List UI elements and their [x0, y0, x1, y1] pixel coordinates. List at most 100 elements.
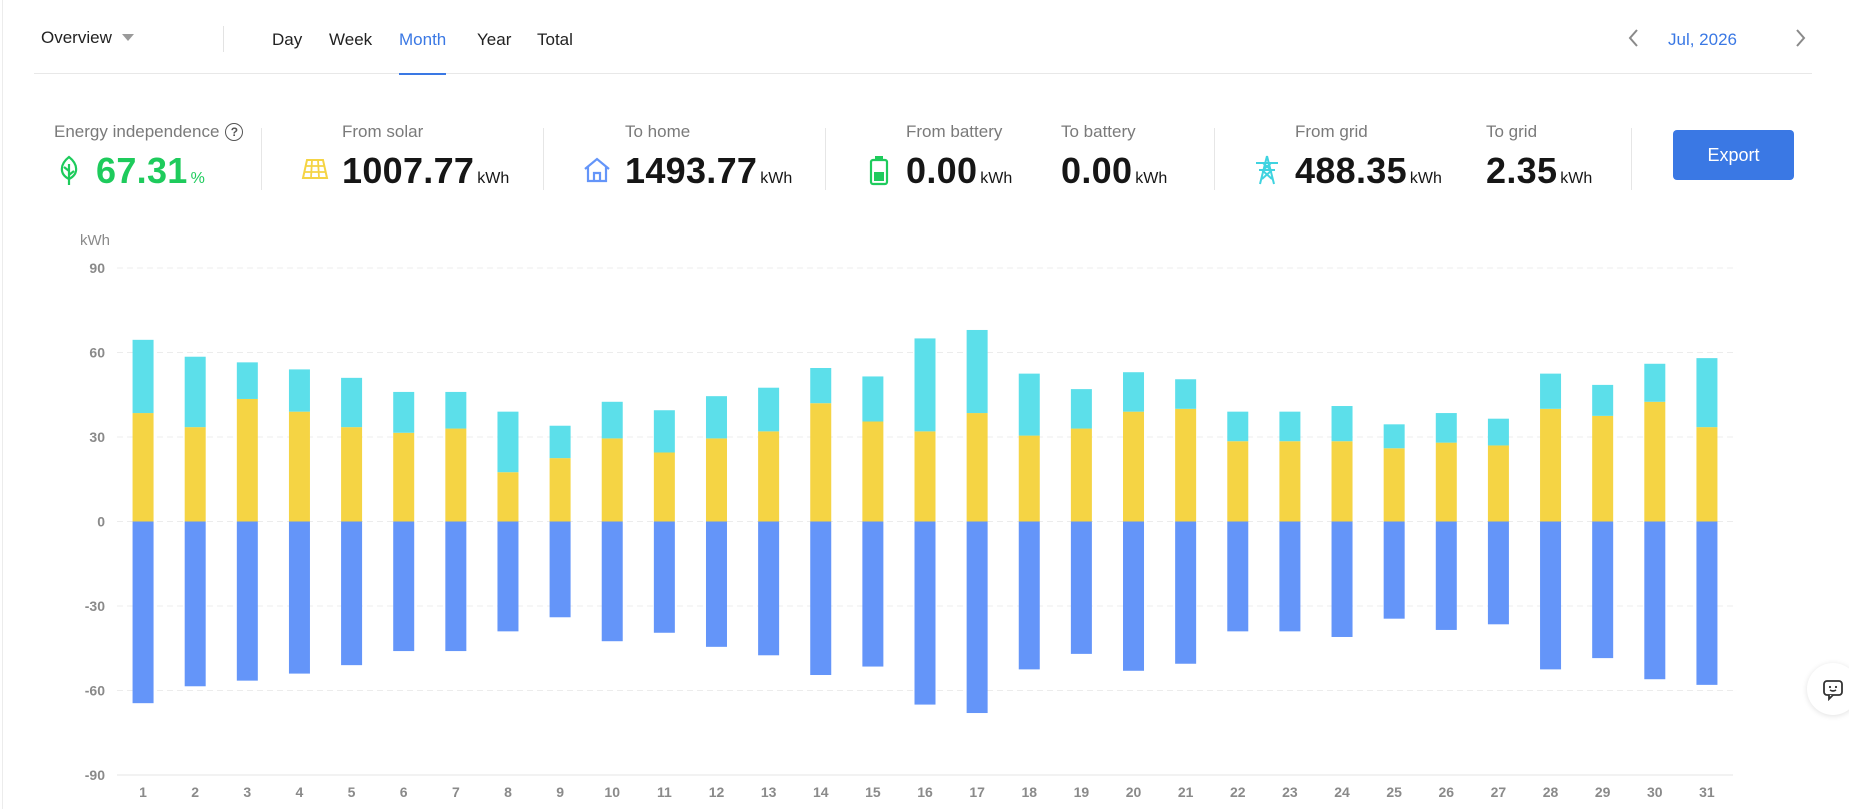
bar-segment-s0-13 [758, 431, 780, 522]
left-divider [2, 0, 3, 809]
stat-value: 67.31 [96, 150, 188, 191]
stat-to-home: To home [625, 122, 690, 142]
stat-independence-value: 67.31 % [96, 150, 205, 192]
y-tick-label: 0 [97, 514, 105, 530]
stat-from-battery-value: 0.00 kWh [906, 150, 1012, 192]
stat-unit: kWh [760, 170, 793, 187]
bar-segment-s2-15 [862, 521, 884, 667]
stat-label: To home [625, 122, 691, 141]
bar-segment-s1-15 [862, 376, 884, 422]
bar-segment-s1-6 [393, 391, 415, 433]
x-tick-label: 9 [556, 784, 564, 800]
bar-segment-s2-14 [810, 521, 832, 676]
bar-segment-s1-31 [1696, 358, 1718, 428]
overview-dropdown[interactable]: Overview [41, 28, 134, 48]
x-tick-label: 8 [504, 784, 512, 800]
bar-segment-s0-25 [1383, 448, 1405, 522]
bar-segment-s1-22 [1227, 411, 1249, 442]
tab-day[interactable]: Day [272, 0, 302, 74]
bar-segment-s0-21 [1175, 408, 1197, 522]
bar-segment-s2-6 [393, 521, 415, 652]
bar-segment-s2-5 [341, 521, 363, 666]
bar-segment-s1-29 [1592, 384, 1614, 416]
tab-month-label: Month [399, 30, 447, 49]
x-tick-label: 24 [1334, 784, 1350, 800]
bar-segment-s1-26 [1435, 413, 1457, 443]
overview-dropdown-label: Overview [41, 28, 112, 47]
bar-segment-s1-28 [1540, 373, 1562, 409]
stat-unit: kWh [1560, 170, 1593, 187]
question-mark-icon[interactable]: ? [225, 123, 244, 141]
bar-segment-s1-24 [1331, 406, 1353, 442]
tab-week-label: Week [329, 30, 373, 49]
energy-chart: kWh 90 60 30 0 -30 -60 -90 1 2 3 4 5 6 7 8 9 10 11 12 13 14 15… [0, 225, 1849, 809]
bar-segment-s2-22 [1227, 521, 1249, 632]
stat-unit: % [190, 170, 205, 187]
bar-segment-s1-8 [497, 411, 519, 473]
bar-segment-s2-26 [1435, 521, 1457, 630]
x-tick-label: 1 [139, 784, 147, 800]
bar-segment-s0-30 [1644, 401, 1666, 522]
tab-week[interactable]: Week [329, 0, 372, 74]
x-tick-label: 18 [1021, 784, 1037, 800]
bar-segment-s1-27 [1487, 418, 1509, 446]
bar-segment-s0-7 [445, 428, 467, 522]
period-label[interactable]: Jul, 2026 [1668, 30, 1737, 49]
x-tick-label: 13 [761, 784, 777, 800]
stat-from-solar: From solar [342, 122, 423, 142]
top-bar: Overview Day Week Month Year Total Jul, … [34, 0, 1812, 75]
export-button[interactable]: Export [1673, 130, 1794, 180]
y-tick-label: -90 [85, 767, 105, 783]
x-tick-label: 27 [1491, 784, 1507, 800]
stat-label: From battery [906, 122, 1003, 141]
bar-segment-s1-2 [184, 356, 206, 428]
x-tick-label: 11 [657, 784, 672, 800]
bar-segment-s2-28 [1540, 521, 1562, 670]
stat-label: To grid [1486, 122, 1538, 141]
x-tick-label: 26 [1439, 784, 1455, 800]
bar-segment-s2-10 [601, 521, 623, 642]
bar-segment-s1-10 [601, 401, 623, 439]
x-tick-label: 28 [1543, 784, 1559, 800]
bar-segment-s2-31 [1696, 521, 1718, 685]
bar-segment-s0-9 [549, 458, 571, 522]
stat-value: 0.00 [1061, 150, 1133, 191]
bar-segment-s0-22 [1227, 441, 1249, 522]
bar-segment-s1-1 [132, 339, 154, 414]
x-tick-label: 15 [865, 784, 881, 800]
bar-segment-s0-2 [184, 427, 206, 522]
stat-value: 488.35 [1295, 150, 1407, 191]
bar-segment-s1-19 [1070, 389, 1092, 429]
bar-segment-s0-29 [1592, 415, 1614, 522]
bar-segment-s0-14 [810, 403, 832, 522]
tab-year[interactable]: Year [477, 0, 511, 74]
chevron-left-icon[interactable] [1622, 26, 1646, 50]
bar-segment-s2-1 [132, 521, 154, 704]
bar-segment-s1-17 [966, 329, 988, 414]
bar-segment-s2-11 [653, 521, 675, 633]
bar-segment-s2-13 [758, 521, 780, 656]
bar-segment-s2-29 [1592, 521, 1614, 659]
tab-total[interactable]: Total [537, 0, 573, 74]
stat-unit: kWh [1409, 170, 1442, 187]
x-tick-label: 2 [191, 784, 199, 800]
tab-month[interactable]: Month [399, 0, 447, 75]
stat-from-grid: From grid [1295, 122, 1368, 142]
stat-unit: kWh [477, 170, 510, 187]
feedback-button[interactable] [1807, 663, 1849, 715]
bar-segment-s2-18 [1018, 521, 1040, 670]
y-axis-label: kWh [80, 232, 110, 249]
stat-to-battery: To battery [1061, 122, 1136, 142]
bar-segment-s2-4 [288, 521, 310, 674]
stat-label: Energy independence [54, 122, 220, 141]
bar-segment-s0-18 [1018, 435, 1040, 522]
bar-segment-s1-18 [1018, 373, 1040, 436]
stat-label: From solar [342, 122, 424, 141]
x-tick-label: 7 [452, 784, 460, 800]
bar-segment-s2-23 [1279, 521, 1301, 632]
divider [261, 128, 262, 190]
bar-segment-s1-11 [653, 410, 675, 453]
bar-segment-s0-27 [1487, 445, 1509, 522]
stat-unit: kWh [980, 170, 1013, 187]
chevron-right-icon[interactable] [1788, 26, 1812, 50]
